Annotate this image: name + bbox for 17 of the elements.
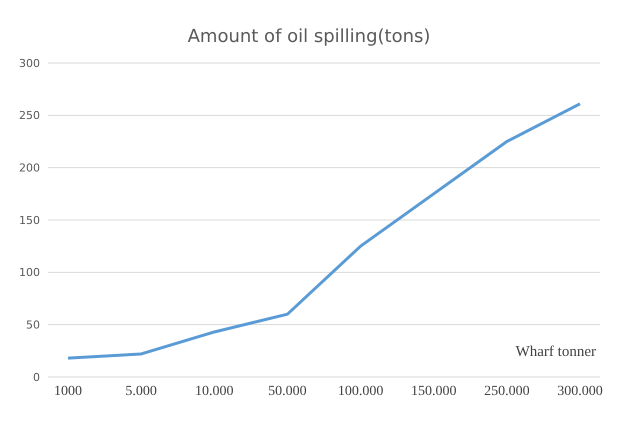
x-axis-title: Wharf tonner [516, 344, 596, 361]
y-tick-label: 0 [33, 370, 40, 384]
chart-title: Amount of oil spilling(tons) [186, 26, 432, 47]
x-tick-label: 1000 [54, 384, 82, 399]
y-tick-label: 300 [19, 56, 40, 70]
x-tick-label: 100.000 [338, 384, 384, 399]
y-tick-label: 250 [19, 109, 40, 122]
x-tick-label: 10.000 [195, 384, 234, 399]
y-tick-label: 100 [19, 266, 40, 280]
x-tick-label: 250.000 [484, 384, 530, 399]
y-tick-label: 200 [19, 162, 40, 175]
y-tick-label: 50 [26, 318, 40, 332]
x-tick-label: 50.000 [268, 384, 307, 399]
y-tick-label: 150 [19, 214, 40, 227]
x-tick-label: 300.000 [557, 384, 603, 399]
x-tick-label: 5.000 [125, 384, 157, 399]
x-tick-label: 150.000 [410, 384, 456, 399]
